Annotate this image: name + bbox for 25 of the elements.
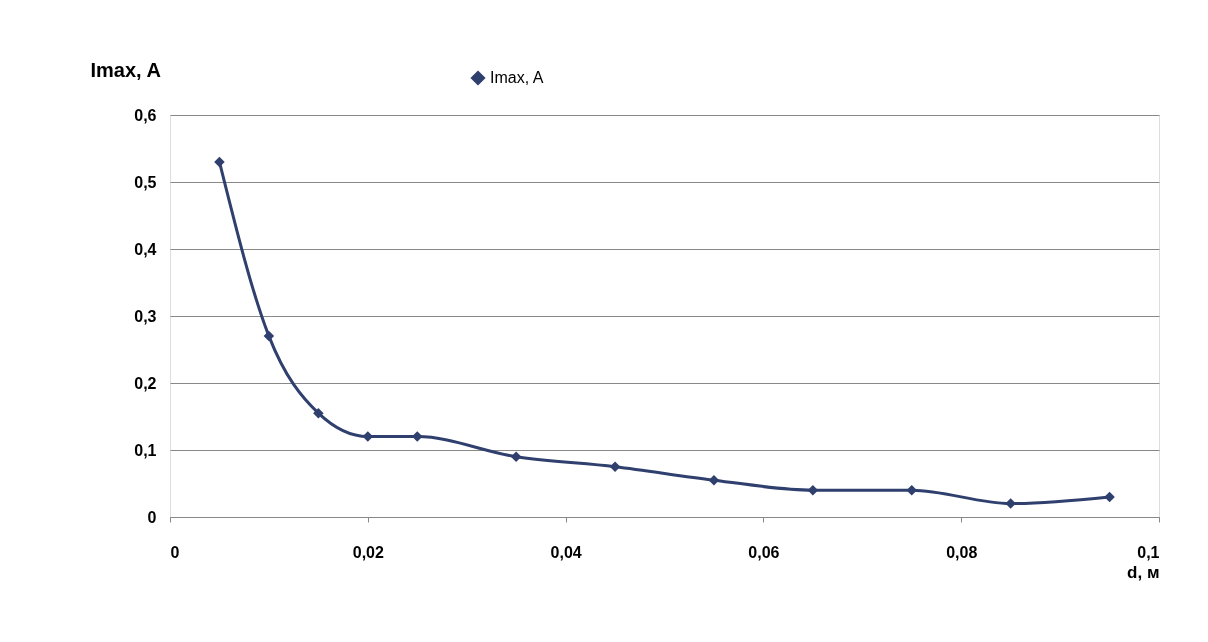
point	[510, 451, 522, 462]
point	[412, 431, 423, 442]
point	[708, 474, 720, 486]
x-tick-label: 0,1	[1137, 543, 1160, 561]
point	[214, 156, 225, 168]
y-tick-label: 0,3	[134, 307, 157, 325]
x-tick-label: 0,06	[748, 543, 780, 561]
y-tick-label: 0,2	[134, 374, 157, 392]
x-tick-label: 0,04	[550, 543, 582, 561]
x-tick-label: 0,08	[946, 543, 978, 561]
y-tick-label: 0	[147, 508, 157, 526]
y-tick-label: 0,1	[134, 441, 157, 459]
x-tick-label: 0,02	[352, 543, 384, 561]
y-tick-label: 0,6	[134, 106, 157, 124]
point	[313, 407, 324, 419]
point	[906, 484, 917, 496]
point	[263, 330, 275, 342]
point	[609, 461, 621, 472]
y-axis-title: Imax, A	[90, 58, 161, 81]
y-tick-label: 0,4	[134, 240, 157, 258]
point	[1104, 491, 1115, 503]
x-axis-title: d, м	[1127, 562, 1160, 582]
y-tick-label: 0,5	[134, 173, 157, 191]
x-tick-label: 0	[170, 543, 180, 561]
legend-label: Imax, A	[490, 69, 544, 86]
